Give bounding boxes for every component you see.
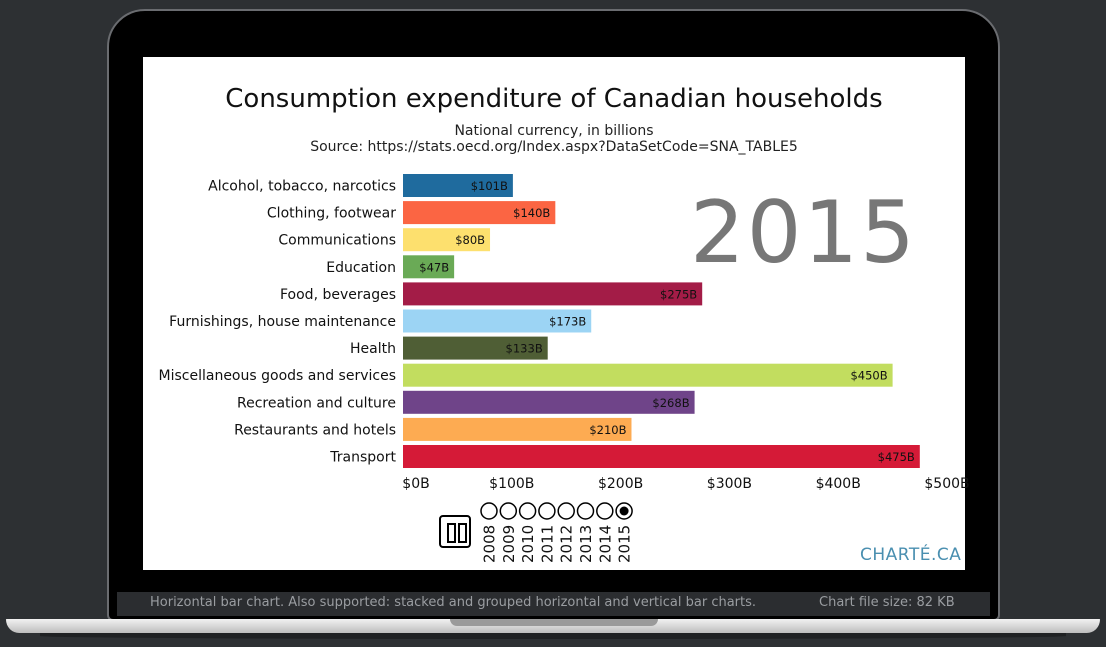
pause-icon-bar-left [447,523,456,543]
timeline-year-dot-2010[interactable] [518,502,537,520]
value-label-clothing-footwear: $140B [513,206,550,220]
category-label-education: Education [326,260,396,276]
category-label-clothing-footwear: Clothing, footwear [267,206,396,222]
bar-recreation-and-culture[interactable] [403,390,695,414]
timeline-year-label-2015[interactable]: 2015 [616,525,634,563]
timeline-year-dot-2012[interactable] [557,502,575,520]
subtitle-currency: National currency, in billions [454,123,654,139]
caption-file-size: Chart file size: 82 KB [819,595,955,610]
x-tick-label: $100B [489,476,534,492]
value-label-recreation-and-culture: $268B [652,396,689,410]
x-tick-label: $400B [816,476,861,492]
bar-restaurants-and-hotels[interactable] [403,417,632,441]
value-label-restaurants-and-hotels: $210B [589,423,626,437]
timeline-year-dot-2008[interactable] [480,502,498,520]
caption-description: Horizontal bar chart. Also supported: st… [150,595,757,610]
bar-food-beverages[interactable] [403,282,703,306]
timeline-year-dot-2014[interactable] [596,502,614,520]
current-year-label: 2015 [690,183,917,283]
bar-clothing-footwear[interactable] [403,201,556,225]
timeline-selected-dot [619,506,629,516]
value-label-transport: $475B [878,450,915,464]
chart-subtitle: National currency, in billions Source: h… [143,123,965,155]
bar-health[interactable] [403,336,548,360]
brand-logo: CHARTÉ.CA [860,545,962,565]
subtitle-source: Source: https://stats.oecd.org/Index.asp… [310,139,798,155]
chart-title: Consumption expenditure of Canadian hous… [225,84,883,114]
value-label-health: $133B [506,342,543,356]
value-label-miscellaneous-goods-and-services: $450B [850,369,887,383]
timeline-year-label-2012[interactable]: 2012 [558,525,576,563]
value-label-education: $47B [419,260,449,274]
timeline-year-label-2011[interactable]: 2011 [538,525,556,563]
category-label-health: Health [350,341,396,357]
bar-alcohol-tobacco-narcotics[interactable] [403,174,513,197]
value-label-furnishings-house-maintenance: $173B [549,315,586,329]
bar-furnishings-house-maintenance[interactable] [403,309,592,333]
timeline-year-label-2014[interactable]: 2014 [596,525,614,563]
category-label-alcohol-tobacco-narcotics: Alcohol, tobacco, narcotics [208,179,396,195]
pause-icon-bar-right [458,523,467,543]
timeline-year-dot-2013[interactable] [576,502,595,520]
x-tick-label: $200B [598,476,643,492]
timeline-year-dot-2009[interactable] [499,502,518,520]
laptop-notch [450,619,658,626]
value-label-alcohol-tobacco-narcotics: $101B [471,179,508,193]
category-label-miscellaneous-goods-and-services: Miscellaneous goods and services [159,368,396,384]
x-tick-label: $0B [402,476,429,492]
category-label-transport: Transport [329,450,396,466]
x-tick-label: $300B [707,476,752,492]
bar-education[interactable] [403,255,455,279]
category-label-restaurants-and-hotels: Restaurants and hotels [234,422,396,438]
timeline-year-dot-2011[interactable] [538,502,556,520]
category-label-recreation-and-culture: Recreation and culture [237,395,396,411]
x-tick-label: $500B [924,476,969,492]
value-label-communications: $80B [455,233,485,247]
category-label-food-beverages: Food, beverages [280,287,396,303]
category-label-furnishings-house-maintenance: Furnishings, house maintenance [169,314,396,330]
laptop-base [6,619,1100,633]
caption-bar [117,592,990,616]
bar-communications[interactable] [403,228,491,252]
timeline-year-label-2013[interactable]: 2013 [577,525,595,563]
category-label-communications: Communications [278,233,396,249]
value-label-food-beverages: $275B [660,287,697,301]
bar-transport[interactable] [403,445,920,468]
pause-button[interactable] [439,515,471,548]
bar-miscellaneous-goods-and-services[interactable] [403,363,893,387]
timeline-year-label-2010[interactable]: 2010 [519,525,537,563]
timeline-year-label-2008[interactable]: 2008 [481,525,499,563]
timeline-year-label-2009[interactable]: 2009 [500,525,518,563]
laptop-shadow [40,633,1066,639]
